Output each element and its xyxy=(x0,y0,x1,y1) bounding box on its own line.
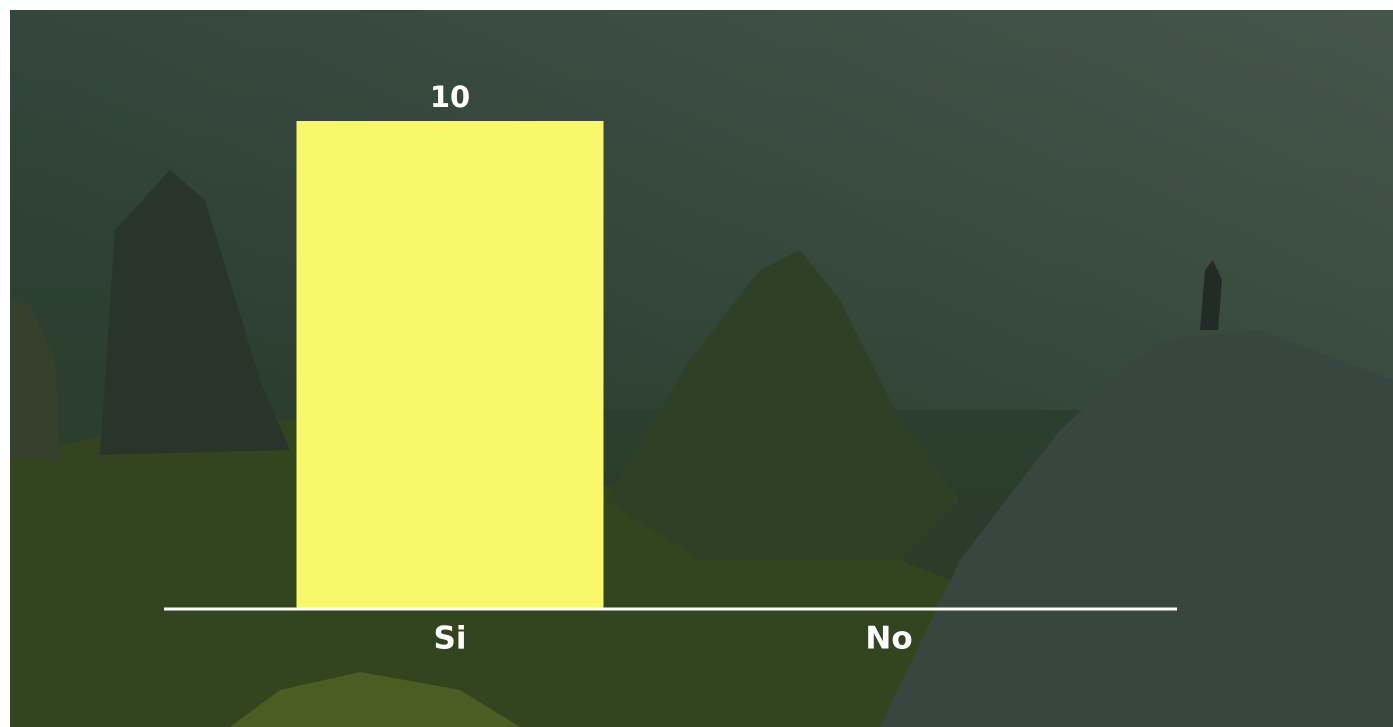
bar xyxy=(296,121,604,608)
background-photo xyxy=(10,10,1393,727)
value-label: 10 xyxy=(430,80,470,114)
category-label: Si xyxy=(434,621,467,657)
category-label: No xyxy=(865,621,912,657)
